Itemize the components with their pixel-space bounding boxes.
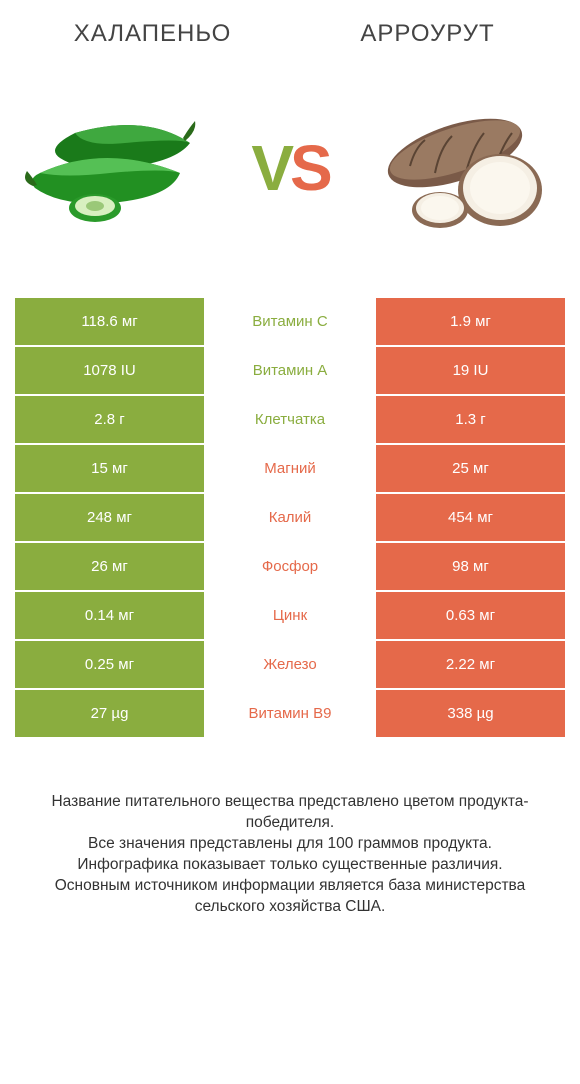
left-value-cell: 15 мг bbox=[15, 445, 204, 492]
footer-line-1: Название питательного вещества представл… bbox=[21, 792, 559, 834]
table-row: 248 мгКалий454 мг bbox=[15, 494, 565, 541]
nutrient-label: Железо bbox=[204, 641, 376, 688]
nutrient-label: Фосфор bbox=[204, 543, 376, 590]
right-value-cell: 338 µg bbox=[376, 690, 565, 737]
nutrient-label: Калий bbox=[204, 494, 376, 541]
left-value-cell: 118.6 мг bbox=[15, 298, 204, 345]
right-value-cell: 98 мг bbox=[376, 543, 565, 590]
left-value-cell: 0.25 мг bbox=[15, 641, 204, 688]
nutrient-label: Цинк bbox=[204, 592, 376, 639]
table-row: 15 мгМагний25 мг bbox=[15, 445, 565, 492]
table-row: 27 µgВитамин B9338 µg bbox=[15, 690, 565, 737]
nutrient-label: Магний bbox=[204, 445, 376, 492]
jalapeno-image bbox=[25, 93, 200, 243]
arrowroot-icon bbox=[380, 98, 555, 238]
header: Халапеньо Арроурут bbox=[15, 20, 565, 48]
images-row: VS bbox=[15, 88, 565, 248]
nutrient-label: Клетчатка bbox=[204, 396, 376, 443]
vs-v: V bbox=[251, 132, 290, 204]
right-value-cell: 1.3 г bbox=[376, 396, 565, 443]
table-row: 1078 IUВитамин A19 IU bbox=[15, 347, 565, 394]
nutrition-table: 118.6 мгВитамин C1.9 мг1078 IUВитамин A1… bbox=[15, 298, 565, 737]
right-value-cell: 0.63 мг bbox=[376, 592, 565, 639]
right-food-title: Арроурут bbox=[290, 20, 565, 48]
right-value-cell: 454 мг bbox=[376, 494, 565, 541]
table-row: 0.14 мгЦинк0.63 мг bbox=[15, 592, 565, 639]
left-food-title: Халапеньо bbox=[15, 20, 290, 48]
right-value-cell: 2.22 мг bbox=[376, 641, 565, 688]
footer-line-2: Все значения представлены для 100 граммо… bbox=[21, 834, 559, 855]
footer-line-3: Инфографика показывает только существенн… bbox=[21, 855, 559, 876]
nutrient-label: Витамин C bbox=[204, 298, 376, 345]
jalapeno-icon bbox=[25, 103, 200, 233]
nutrient-label: Витамин B9 bbox=[204, 690, 376, 737]
footer-notes: Название питательного вещества представл… bbox=[15, 792, 565, 918]
table-row: 118.6 мгВитамин C1.9 мг bbox=[15, 298, 565, 345]
table-row: 0.25 мгЖелезо2.22 мг bbox=[15, 641, 565, 688]
right-value-cell: 1.9 мг bbox=[376, 298, 565, 345]
left-value-cell: 2.8 г bbox=[15, 396, 204, 443]
left-value-cell: 248 мг bbox=[15, 494, 204, 541]
nutrient-label: Витамин A bbox=[204, 347, 376, 394]
left-value-cell: 1078 IU bbox=[15, 347, 204, 394]
table-row: 26 мгФосфор98 мг bbox=[15, 543, 565, 590]
left-value-cell: 27 µg bbox=[15, 690, 204, 737]
left-value-cell: 0.14 мг bbox=[15, 592, 204, 639]
left-value-cell: 26 мг bbox=[15, 543, 204, 590]
arrowroot-image bbox=[380, 93, 555, 243]
right-value-cell: 19 IU bbox=[376, 347, 565, 394]
vs-s: S bbox=[290, 132, 329, 204]
footer-line-4: Основным источником информации является … bbox=[21, 876, 559, 918]
right-value-cell: 25 мг bbox=[376, 445, 565, 492]
vs-label: VS bbox=[251, 131, 328, 205]
table-row: 2.8 гКлетчатка1.3 г bbox=[15, 396, 565, 443]
